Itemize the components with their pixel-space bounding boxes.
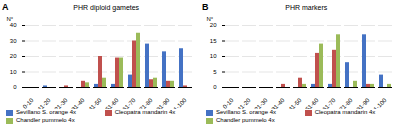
svg-text:81-90: 81-90 [355,97,371,109]
svg-text:51-60: 51-60 [304,97,320,109]
html-text:PHR diploid gametes: PHR diploid gametes [73,4,140,11]
svg-text:11-20: 11-20 [237,97,252,109]
svg-text:10: 10 [10,69,17,75]
svg-text:41-50: 41-50 [87,97,103,109]
html-text:Chandler pummelo 4x: Chandler pummelo 4x [216,117,275,123]
svg-text:5: 5 [213,69,217,75]
svg-text:15: 15 [210,38,217,44]
svg-text:11-20: 11-20 [37,97,52,109]
html-text:Cleopatra mandarin 4x: Cleopatra mandarin 4x [314,109,376,115]
svg-text:N°: N° [7,16,14,22]
html-text:Sevillano S. orange 4x: Sevillano S. orange 4x [16,109,76,115]
html-text:Cleopatra mandarin 4x: Cleopatra mandarin 4x [114,109,176,115]
svg-text:0-10: 0-10 [22,97,35,109]
svg-text:20: 20 [210,22,217,28]
svg-text:81-90: 81-90 [155,97,171,109]
svg-text:0: 0 [13,84,17,90]
svg-text:91-100: 91-100 [170,97,188,109]
svg-text:N°: N° [207,16,214,22]
svg-text:10: 10 [210,53,217,59]
html-text:Sevillano S. orange 4x: Sevillano S. orange 4x [216,109,276,115]
svg-text:40: 40 [10,22,17,28]
html-text:A: A [2,2,9,12]
svg-text:41-50: 41-50 [287,97,303,109]
svg-text:30: 30 [10,38,17,44]
svg-text:0: 0 [213,84,217,90]
svg-text:21-30: 21-30 [53,97,69,109]
svg-text:21-30: 21-30 [253,97,269,109]
svg-text:51-60: 51-60 [104,97,120,109]
html-text:PHR markers: PHR markers [285,4,328,11]
html-text:Chandler pummelo 4x: Chandler pummelo 4x [16,117,75,123]
svg-text:91-100: 91-100 [370,97,388,109]
svg-text:0-10: 0-10 [222,97,235,109]
svg-text:71-80: 71-80 [138,97,154,109]
svg-text:61-70: 61-70 [121,97,137,109]
svg-text:71-80: 71-80 [338,97,354,109]
svg-text:31-40: 31-40 [70,97,86,109]
svg-text:20: 20 [10,53,17,59]
svg-text:61-70: 61-70 [321,97,337,109]
html-text:B: B [202,2,209,12]
svg-text:31-40: 31-40 [270,97,286,109]
